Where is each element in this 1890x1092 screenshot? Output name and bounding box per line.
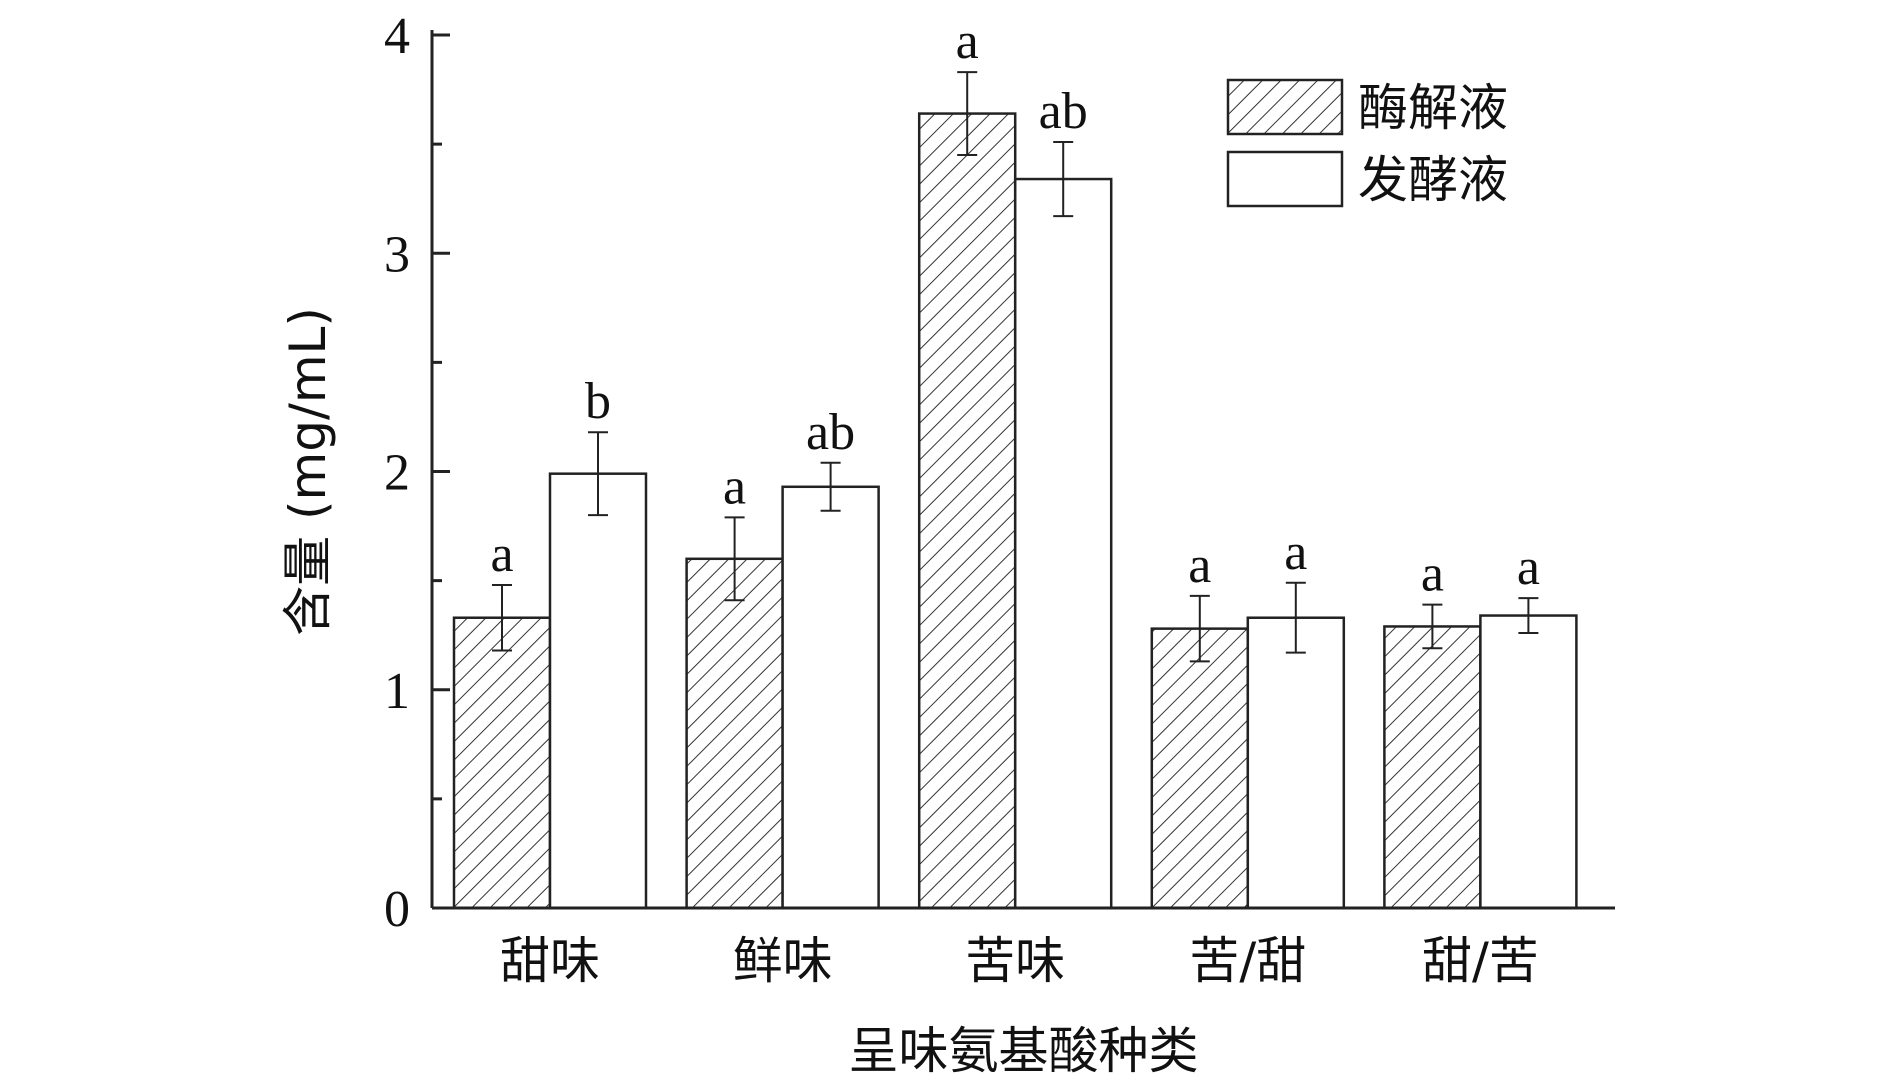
- bar-empty: [1013, 177, 1113, 910]
- significance-label: ab: [1039, 83, 1088, 140]
- significance-label: a: [490, 526, 513, 583]
- bar-empty: [1479, 614, 1578, 910]
- x-axis-title: 呈味氨基酸种类: [849, 1022, 1199, 1080]
- bar-empty: [1246, 616, 1346, 910]
- bars-layer: [452, 112, 1578, 910]
- significance-label: ab: [806, 404, 855, 461]
- y-ticks: 0 1 2 3 4: [384, 8, 450, 938]
- bar-hatched: [1383, 625, 1482, 910]
- y-tick-label: 0: [384, 881, 410, 938]
- bar-hatched: [685, 557, 784, 910]
- x-category-label: 苦味: [965, 932, 1065, 990]
- legend-label: 酶解液: [1358, 79, 1508, 137]
- error-bars-layer: [492, 71, 1539, 663]
- x-category-label: 甜/苦: [1422, 932, 1539, 990]
- bar-empty: [548, 472, 648, 910]
- bar-hatched: [452, 616, 552, 910]
- y-axis-title: 含量 (mg/mL): [279, 307, 337, 636]
- bar-hatched: [1150, 627, 1250, 910]
- x-category-label: 甜味: [500, 932, 600, 990]
- significance-label: a: [1517, 539, 1540, 596]
- y-tick-label: 4: [384, 8, 410, 65]
- x-category-labels: 甜味 鲜味 苦味 苦/甜 甜/苦: [500, 932, 1539, 990]
- y-tick-label: 3: [384, 226, 410, 283]
- legend-label: 发酵液: [1358, 151, 1508, 209]
- significance-label: a: [956, 13, 979, 70]
- bar-empty: [781, 485, 880, 910]
- axes: 0 1 2 3 4 甜味 鲜味 苦味 苦/甜 甜/苦: [384, 8, 1615, 990]
- legend-swatch: [1226, 150, 1344, 208]
- significance-label: a: [1284, 524, 1307, 581]
- significance-label: b: [585, 373, 611, 430]
- y-tick-label: 1: [384, 663, 410, 720]
- significance-label: a: [1421, 546, 1444, 603]
- legend-swatch: [1226, 78, 1344, 136]
- significance-label: a: [723, 458, 746, 515]
- significance-label: a: [1188, 537, 1211, 594]
- x-category-label: 苦/甜: [1189, 932, 1306, 990]
- y-tick-label: 2: [384, 445, 410, 502]
- bar-hatched: [917, 112, 1017, 910]
- x-category-label: 鲜味: [733, 932, 833, 990]
